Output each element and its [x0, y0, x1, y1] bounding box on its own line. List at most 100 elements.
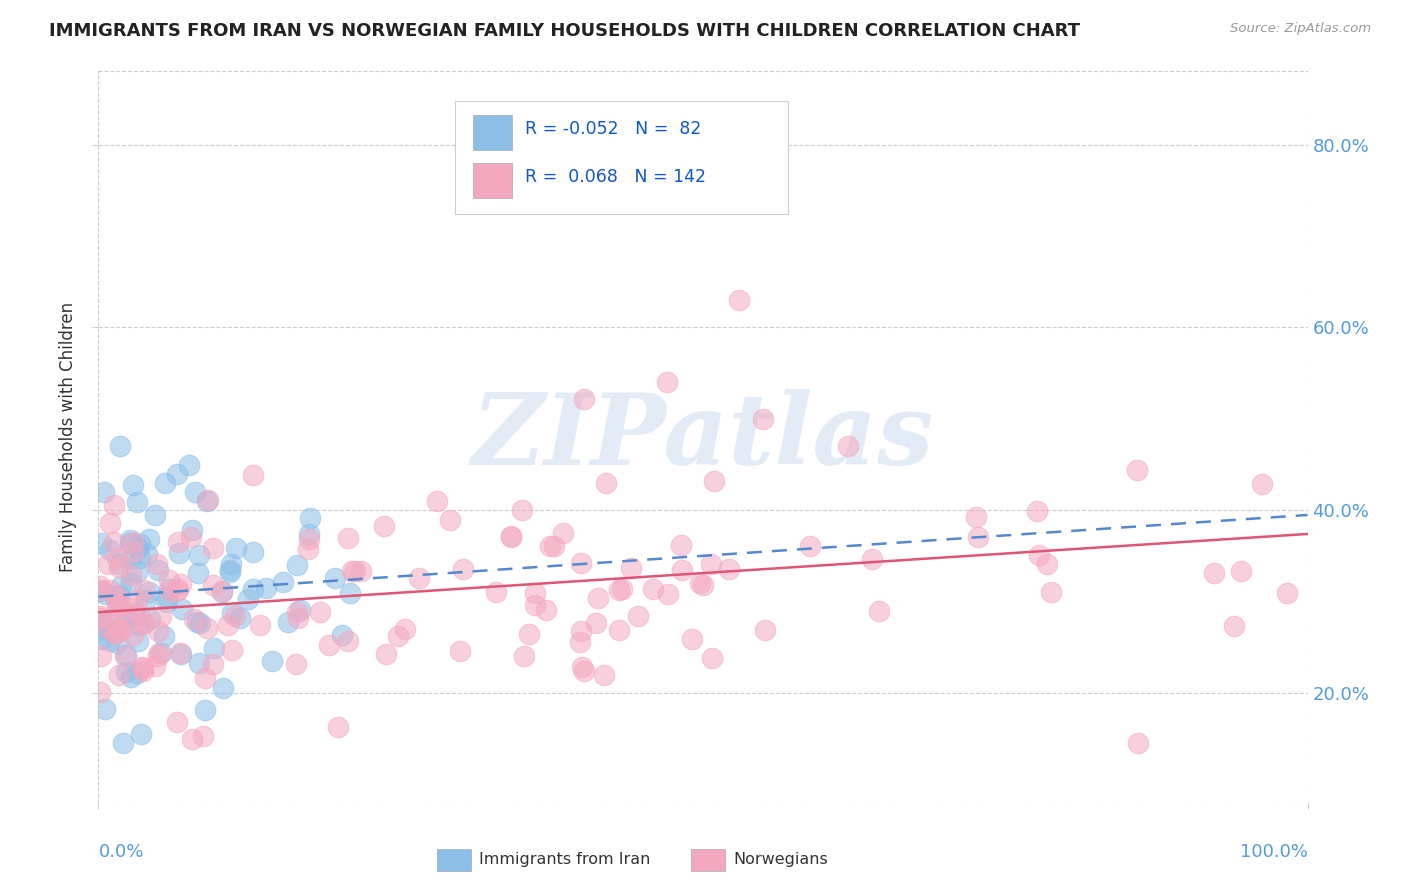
Point: [108, 439, 131, 453]
Point: [170, 602, 193, 616]
Point: [344, 564, 367, 578]
Point: [290, 603, 312, 617]
Point: [89, 611, 111, 625]
Point: [837, 439, 859, 453]
Point: [128, 608, 150, 623]
Point: [373, 519, 395, 533]
Point: [122, 545, 145, 559]
Point: [501, 529, 523, 543]
Point: [217, 617, 239, 632]
Point: [219, 557, 242, 571]
Point: [114, 648, 136, 663]
Point: [120, 670, 142, 684]
Point: [146, 558, 169, 572]
Text: 0.0%: 0.0%: [98, 843, 143, 861]
Point: [167, 546, 190, 560]
Point: [299, 511, 322, 525]
Point: [671, 563, 693, 577]
Point: [212, 681, 235, 695]
Point: [89, 623, 111, 637]
Point: [153, 475, 176, 490]
Point: [242, 544, 264, 558]
Point: [184, 485, 207, 500]
Point: [1026, 504, 1049, 518]
Point: [297, 541, 319, 556]
Point: [188, 615, 211, 630]
Point: [139, 612, 162, 626]
Point: [188, 657, 211, 671]
Point: [105, 600, 128, 615]
Point: [692, 578, 714, 592]
Point: [1128, 736, 1150, 750]
Point: [149, 646, 172, 660]
Point: [186, 615, 208, 629]
Point: [309, 605, 332, 619]
Point: [610, 582, 633, 596]
Point: [586, 591, 609, 606]
Point: [127, 565, 149, 579]
Point: [219, 565, 242, 579]
Point: [197, 493, 219, 508]
Point: [242, 467, 264, 482]
Point: [148, 648, 170, 663]
Point: [90, 536, 112, 550]
Point: [689, 575, 711, 590]
Point: [569, 556, 592, 570]
Text: IMMIGRANTS FROM IRAN VS NORWEGIAN FAMILY HOUSEHOLDS WITH CHILDREN CORRELATION CH: IMMIGRANTS FROM IRAN VS NORWEGIAN FAMILY…: [49, 22, 1080, 40]
Point: [132, 660, 155, 674]
Point: [1040, 584, 1063, 599]
Point: [595, 475, 617, 490]
Point: [107, 636, 129, 650]
Point: [105, 595, 128, 609]
Point: [181, 524, 204, 538]
Point: [593, 668, 616, 682]
Point: [408, 571, 430, 585]
Point: [752, 412, 775, 426]
Point: [121, 600, 143, 615]
Point: [107, 589, 129, 603]
Point: [127, 633, 149, 648]
Point: [180, 530, 202, 544]
Point: [700, 651, 723, 665]
Point: [112, 619, 135, 633]
Point: [572, 392, 595, 406]
Point: [201, 541, 224, 555]
FancyBboxPatch shape: [437, 849, 471, 871]
Point: [155, 590, 177, 604]
Point: [337, 634, 360, 648]
Text: R = -0.052   N =  82: R = -0.052 N = 82: [526, 120, 702, 138]
Point: [129, 727, 152, 741]
Point: [339, 585, 361, 599]
Point: [862, 552, 884, 566]
Text: R =  0.068   N = 142: R = 0.068 N = 142: [526, 169, 706, 186]
Point: [108, 557, 131, 571]
Point: [148, 563, 170, 577]
Point: [103, 498, 125, 512]
Point: [285, 657, 308, 671]
Point: [90, 632, 112, 646]
Point: [609, 623, 631, 637]
Point: [254, 581, 277, 595]
Point: [120, 575, 142, 590]
Point: [569, 635, 592, 649]
Point: [439, 513, 461, 527]
Point: [129, 537, 152, 551]
Point: [167, 534, 190, 549]
Point: [330, 627, 353, 641]
Point: [100, 516, 122, 530]
Point: [97, 621, 120, 635]
Point: [143, 659, 166, 673]
Point: [374, 647, 396, 661]
Point: [643, 582, 665, 596]
Point: [124, 607, 146, 622]
Point: [277, 615, 299, 629]
FancyBboxPatch shape: [690, 849, 724, 871]
Point: [236, 592, 259, 607]
Point: [128, 617, 150, 632]
Point: [129, 550, 152, 565]
Point: [110, 599, 132, 614]
Point: [499, 530, 522, 544]
Text: Norwegians: Norwegians: [734, 853, 828, 867]
Point: [135, 593, 157, 607]
Text: 100.0%: 100.0%: [1240, 843, 1308, 861]
